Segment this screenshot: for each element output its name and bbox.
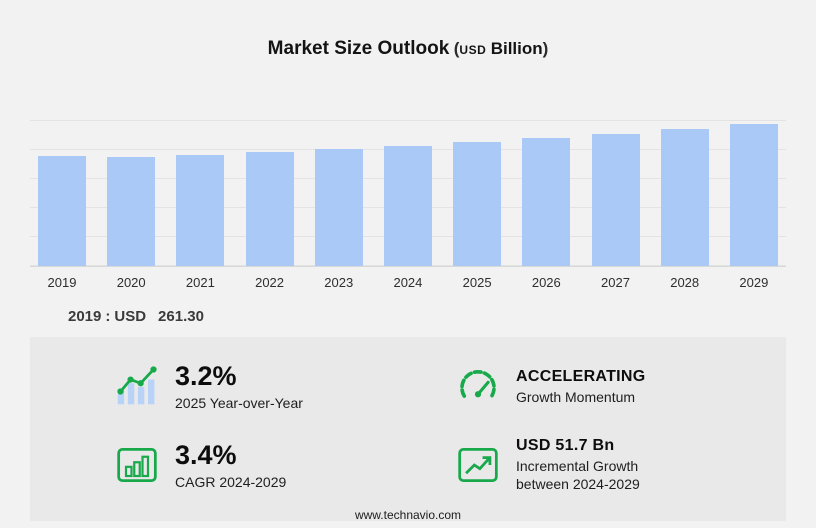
x-axis-label: 2029 — [739, 275, 769, 290]
base-year-separator: : — [105, 308, 111, 325]
x-axis-label: 2019 — [47, 275, 77, 290]
stats-panel: 3.2% 2025 Year-over-Year ACCELERATING Gr… — [30, 337, 786, 521]
plot-area — [30, 116, 786, 267]
bar-2029 — [729, 124, 778, 266]
stat-incremental-growth: USD 51.7 Bn Incremental Growth between 2… — [408, 437, 786, 493]
chart-title-paren-open: ( — [453, 39, 460, 58]
bar-2027 — [591, 134, 640, 266]
bar-2022 — [245, 152, 294, 266]
stat-cagr-text: 3.4% CAGR 2024-2029 — [175, 440, 286, 490]
stat-yoy-label: 2025 Year-over-Year — [175, 395, 303, 411]
chart-growth-icon — [115, 443, 159, 487]
stat-momentum-label: Growth Momentum — [516, 388, 636, 405]
chart-title: Market Size Outlook (USD Billion) — [0, 0, 816, 60]
bar-2026 — [522, 138, 571, 266]
chart-title-paren-close: ) — [542, 39, 549, 58]
x-axis-label: 2027 — [601, 275, 630, 290]
bar-2028 — [660, 129, 709, 266]
stat-yoy-value: 3.2% — [175, 361, 237, 391]
stat-cagr-value: 3.4% — [175, 440, 237, 470]
stat-yoy-growth: 3.2% 2025 Year-over-Year — [30, 361, 408, 411]
x-axis-label: 2025 — [462, 275, 492, 290]
chart-title-unit: Billion — [490, 39, 543, 58]
stat-yoy-text: 3.2% 2025 Year-over-Year — [175, 361, 303, 411]
x-axis-label: 2024 — [393, 275, 423, 290]
bar-2024 — [383, 146, 432, 266]
stat-incremental-label: Incremental Growth between 2024-2029 — [516, 458, 640, 492]
x-axis-label: 2028 — [670, 275, 700, 290]
bar-2023 — [314, 149, 363, 266]
base-year-value: 261.30 — [158, 308, 204, 325]
x-axis-label: 2020 — [116, 275, 146, 290]
stat-momentum-text: ACCELERATING Growth Momentum — [516, 368, 646, 405]
x-axis: 2019 2020 2021 2022 2023 2024 2025 2026 2027 2028… — [30, 275, 786, 290]
bar-chart-trend-icon — [115, 364, 159, 408]
bar-2025 — [453, 142, 502, 266]
bar-2020 — [107, 157, 156, 266]
stat-momentum-value: ACCELERATING — [516, 367, 646, 385]
x-axis-label: 2026 — [531, 275, 561, 290]
chart-title-currency: USD — [459, 43, 487, 57]
base-year: 2019 — [68, 308, 102, 325]
trend-up-icon — [456, 443, 500, 487]
stat-incremental-value: USD 51.7 Bn — [516, 437, 615, 454]
chart-title-main: Market Size Outlook — [267, 38, 450, 59]
speedometer-icon — [456, 364, 500, 408]
base-year-annotation: 2019: USD 261.30 — [68, 308, 816, 325]
stat-momentum: ACCELERATING Growth Momentum — [408, 361, 786, 411]
bar-2021 — [176, 155, 225, 266]
stat-cagr: 3.4% CAGR 2024-2029 — [30, 437, 408, 493]
bar-chart: 2019 2020 2021 2022 2023 2024 2025 2026 2027 2028… — [30, 116, 786, 290]
bar-2019 — [38, 156, 86, 266]
x-axis-label: 2023 — [324, 275, 354, 290]
x-axis-label: 2021 — [185, 275, 215, 290]
stat-cagr-label: CAGR 2024-2029 — [175, 474, 287, 490]
base-year-currency: USD — [114, 308, 147, 325]
stat-incremental-text: USD 51.7 Bn Incremental Growth between 2… — [516, 437, 688, 493]
footer-url: www.technavio.com — [354, 508, 462, 522]
x-axis-label: 2022 — [255, 275, 285, 290]
